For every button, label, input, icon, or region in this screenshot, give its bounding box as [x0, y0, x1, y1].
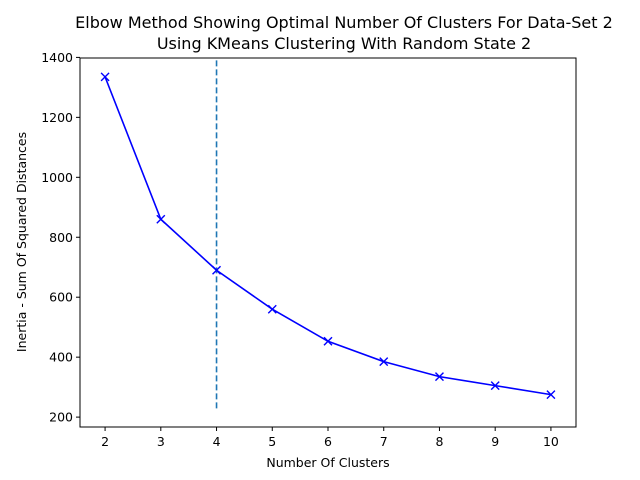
series-layer	[100, 72, 556, 400]
x-axis-label: Number Of Clusters	[266, 455, 389, 470]
data-point-marker	[156, 214, 166, 224]
x-tick-label: 3	[157, 434, 165, 449]
y-tick-label: 600	[49, 290, 73, 305]
x-tick-label: 7	[380, 434, 388, 449]
data-point-marker	[490, 381, 500, 391]
y-axis-label: Inertia - Sum Of Squared Distances	[14, 132, 29, 352]
x-tick-label: 2	[101, 434, 109, 449]
x-tick-label: 9	[491, 434, 499, 449]
data-point-marker	[323, 336, 333, 346]
y-tick-label: 200	[49, 410, 73, 425]
y-tick-label: 800	[49, 230, 73, 245]
x-tick-label: 4	[213, 434, 221, 449]
y-tick-label: 1000	[41, 170, 73, 185]
x-tick-label: 10	[543, 434, 559, 449]
y-tick-label: 400	[49, 350, 73, 365]
data-point-marker	[100, 72, 110, 82]
data-point-marker	[379, 357, 389, 367]
y-tick-label: 1400	[41, 50, 73, 65]
data-point-marker	[546, 390, 556, 400]
data-point-marker	[212, 265, 222, 275]
chart-title-line-2: Using KMeans Clustering With Random Stat…	[157, 34, 531, 53]
x-tick-label: 5	[268, 434, 276, 449]
plot-frame	[79, 57, 577, 428]
x-tick-label: 8	[435, 434, 443, 449]
ticks: 2 3 4 5 6 7 8 9 10 200 400 600 800 1000 1200 1400	[41, 50, 559, 449]
x-tick-label: 6	[324, 434, 332, 449]
chart-title-line-1: Elbow Method Showing Optimal Number Of C…	[75, 13, 613, 32]
data-point-marker	[434, 372, 444, 382]
inertia-line	[104, 76, 552, 396]
data-point-marker	[267, 304, 277, 314]
y-tick-label: 1200	[41, 110, 73, 125]
